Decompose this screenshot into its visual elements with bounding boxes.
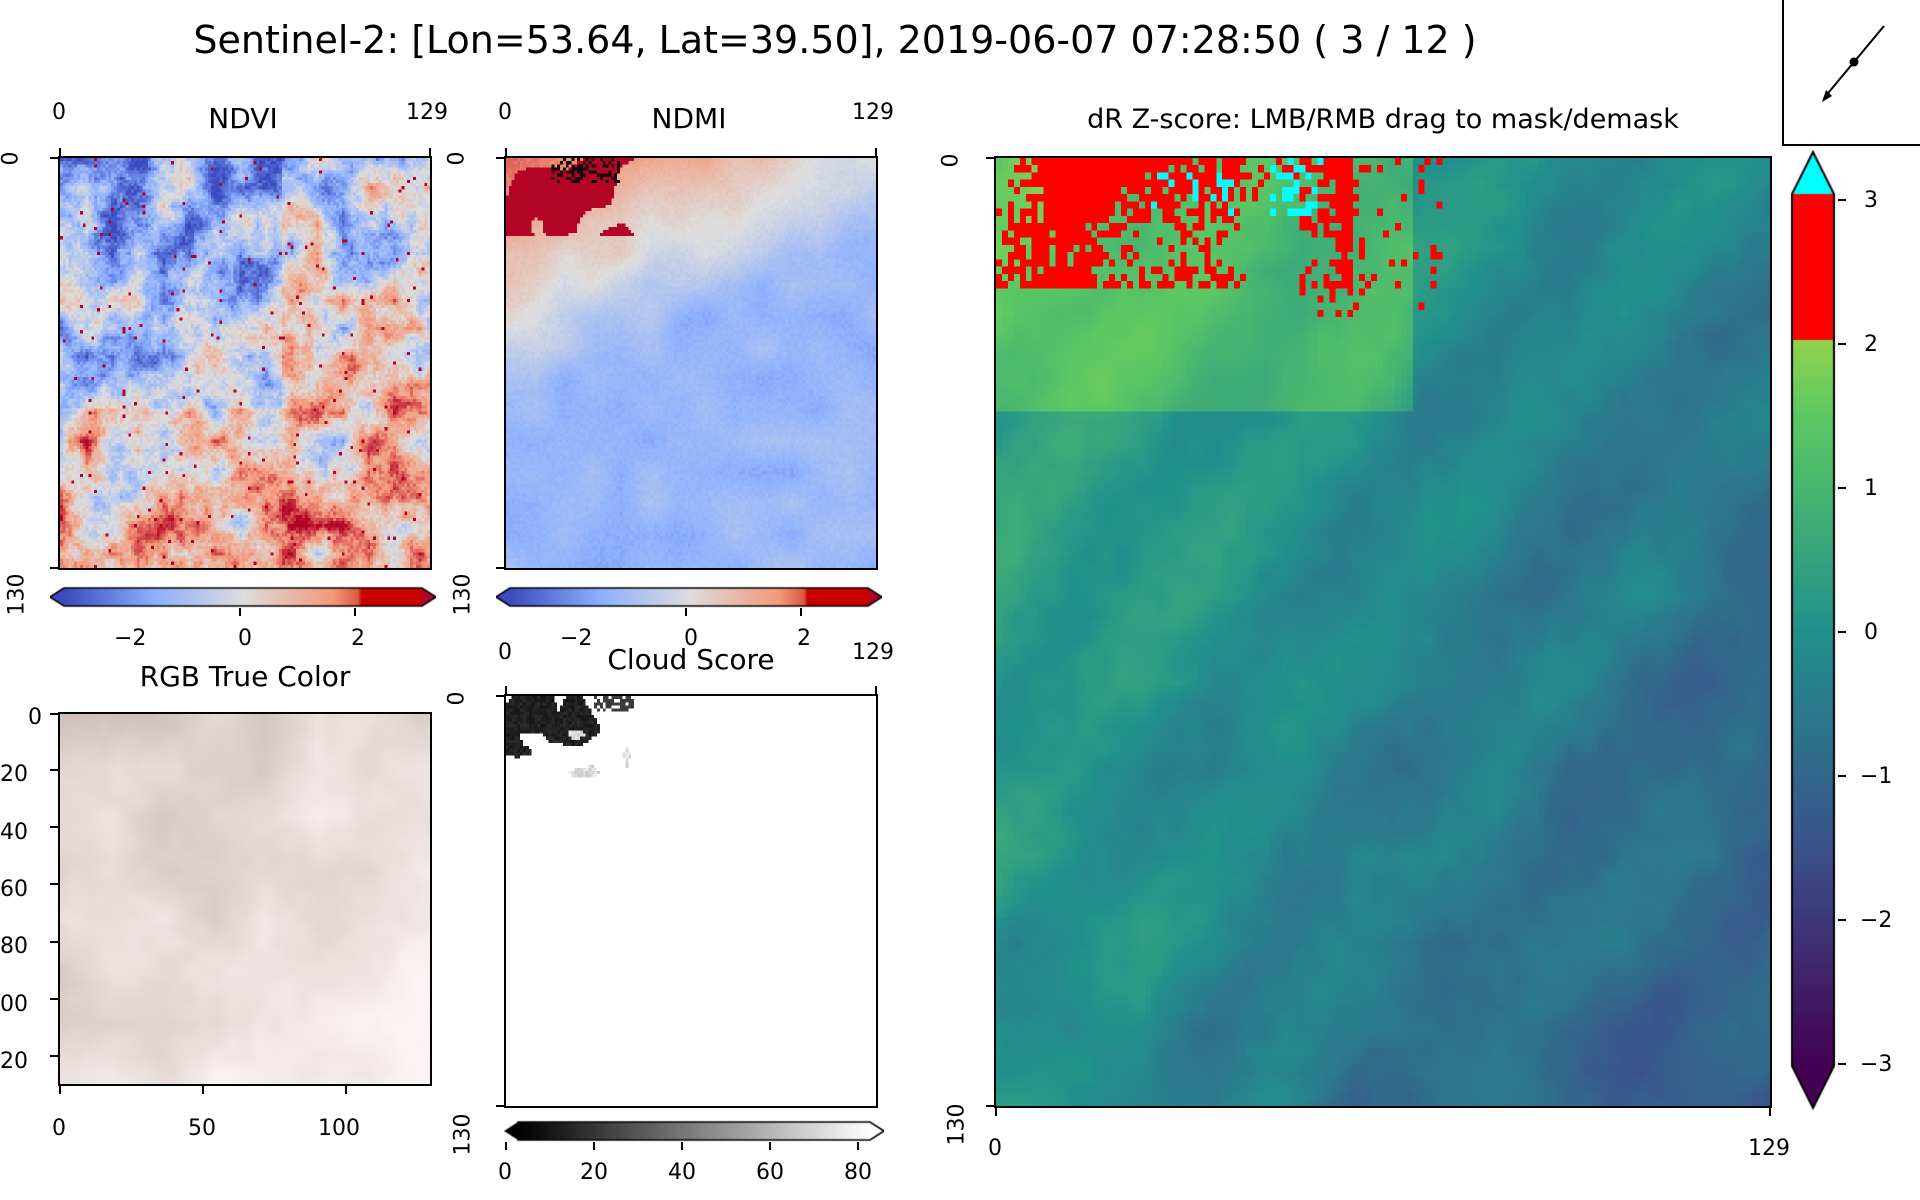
direction-arrow-icon [1822, 25, 1885, 102]
cloud-colorbar [504, 1120, 884, 1142]
zscore-cbar-tick-neg2: −2 [1860, 908, 1893, 933]
cloud-cbar-tick-20: 20 [580, 1160, 608, 1185]
ndvi-xtick-start: 0 [52, 100, 66, 125]
cloud-xtick-start: 0 [498, 640, 512, 665]
ndvi-xtick-end: 129 [406, 100, 448, 125]
ndvi-cbar-tick-0: 0 [238, 626, 252, 651]
ndvi-image[interactable] [58, 156, 432, 570]
rgb-ytick-0: 0 [28, 705, 42, 730]
ndmi-cbar-tick-0: 0 [684, 626, 698, 651]
cloud-title: Cloud Score [607, 643, 775, 676]
ndmi-xtick-end: 129 [852, 100, 894, 125]
rgb-title: RGB True Color [139, 660, 351, 693]
cloud-xtick-end: 129 [852, 640, 894, 665]
ndvi-cbar-tick-neg2: −2 [114, 626, 147, 651]
rgb-xtick-0: 0 [52, 1116, 66, 1141]
rgb-ytick-100: 100 [0, 992, 28, 1017]
zscore-cbar-tick-3: 3 [1864, 188, 1878, 213]
cloud-cbar-tick-0: 0 [498, 1160, 512, 1185]
rgb-ytick-120: 120 [0, 1049, 28, 1074]
ndmi-cbar-tick-neg2: −2 [560, 626, 593, 651]
rgb-ytick-80: 80 [0, 934, 28, 959]
figure-title: Sentinel-2: [Lon=53.64, Lat=39.50], 2019… [193, 18, 1477, 62]
cloud-cbar-tick-80: 80 [844, 1160, 872, 1185]
ndmi-colorbar [496, 586, 882, 608]
zscore-xtick-end: 129 [1748, 1136, 1790, 1161]
ndvi-title: NDVI [208, 102, 278, 135]
zscore-cbar-tick-neg3: −3 [1860, 1052, 1893, 1077]
zscore-colorbar [1788, 150, 1838, 1110]
rgb-ytick-60: 60 [0, 877, 28, 902]
cloud-image[interactable] [504, 694, 878, 1108]
zscore-cbar-tick-1: 1 [1864, 476, 1878, 501]
direction-inset[interactable] [1782, 0, 1920, 146]
ndmi-cbar-tick-2: 2 [797, 626, 811, 651]
rgb-ytick-40: 40 [0, 820, 28, 845]
rgb-xtick-100: 100 [318, 1116, 360, 1141]
zscore-image[interactable] [994, 156, 1772, 1108]
cloud-cbar-tick-60: 60 [756, 1160, 784, 1185]
rgb-ytick-20: 20 [0, 762, 28, 787]
rgb-image[interactable] [58, 712, 432, 1086]
ndmi-title: NDMI [651, 102, 727, 135]
zscore-cbar-tick-2: 2 [1864, 332, 1878, 357]
zscore-cbar-tick-0: 0 [1864, 620, 1878, 645]
ndvi-cbar-tick-2: 2 [351, 626, 365, 651]
zscore-xtick-start: 0 [988, 1136, 1002, 1161]
ndvi-colorbar [50, 586, 436, 608]
zscore-cbar-tick-neg1: −1 [1860, 764, 1893, 789]
ndmi-xtick-start: 0 [498, 100, 512, 125]
ndmi-image[interactable] [504, 156, 878, 570]
zscore-title: dR Z-score: LMB/RMB drag to mask/demask [1087, 104, 1679, 135]
cloud-cbar-tick-40: 40 [668, 1160, 696, 1185]
rgb-xtick-50: 50 [188, 1116, 216, 1141]
